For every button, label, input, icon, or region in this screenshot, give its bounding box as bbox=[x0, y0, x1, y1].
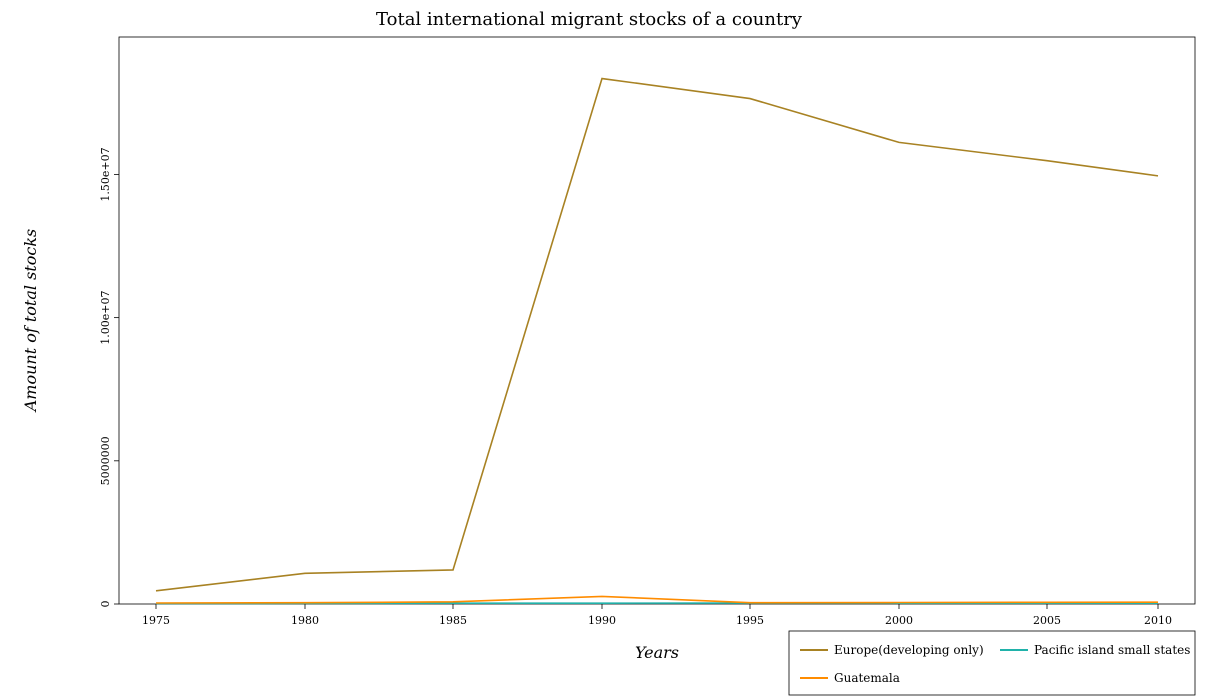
y-tick-label: 5000000 bbox=[99, 436, 112, 485]
legend-label: Guatemala bbox=[834, 671, 900, 685]
x-tick-label: 1985 bbox=[439, 614, 467, 627]
series-line-2 bbox=[155, 595, 1159, 604]
x-tick-label: 1980 bbox=[291, 614, 319, 627]
x-axis: 1975 1980 1985 1990 1995 2000 2005 2010 bbox=[142, 604, 1172, 627]
x-tick-label: 1995 bbox=[736, 614, 764, 627]
y-tick-label: 0 bbox=[99, 601, 112, 608]
y-tick-label: 1.00e+07 bbox=[99, 291, 112, 345]
chart-title: Total international migrant stocks of a … bbox=[376, 9, 803, 30]
y-axis: 0 5000000 1.00e+07 1.50e+07 bbox=[99, 147, 119, 608]
y-tick-label: 1.50e+07 bbox=[99, 147, 112, 201]
legend-box bbox=[788, 630, 1196, 696]
x-tick-label: 2005 bbox=[1033, 614, 1061, 627]
legend-label: Europe(developing only) bbox=[834, 643, 984, 657]
x-tick-label: 2010 bbox=[1144, 614, 1172, 627]
series-line-0 bbox=[155, 77, 1159, 592]
legend-label: Pacific island small states bbox=[1034, 643, 1190, 657]
y-axis-label: Amount of total stocks bbox=[21, 229, 40, 414]
x-tick-label: 2000 bbox=[885, 614, 913, 627]
x-axis-label: Years bbox=[635, 643, 679, 662]
x-tick-label: 1975 bbox=[142, 614, 170, 627]
legend: Europe(developing only) Pacific island sm… bbox=[788, 630, 1196, 696]
plot-area bbox=[118, 36, 1196, 605]
x-tick-label: 1990 bbox=[588, 614, 616, 627]
series-lines bbox=[155, 77, 1159, 605]
